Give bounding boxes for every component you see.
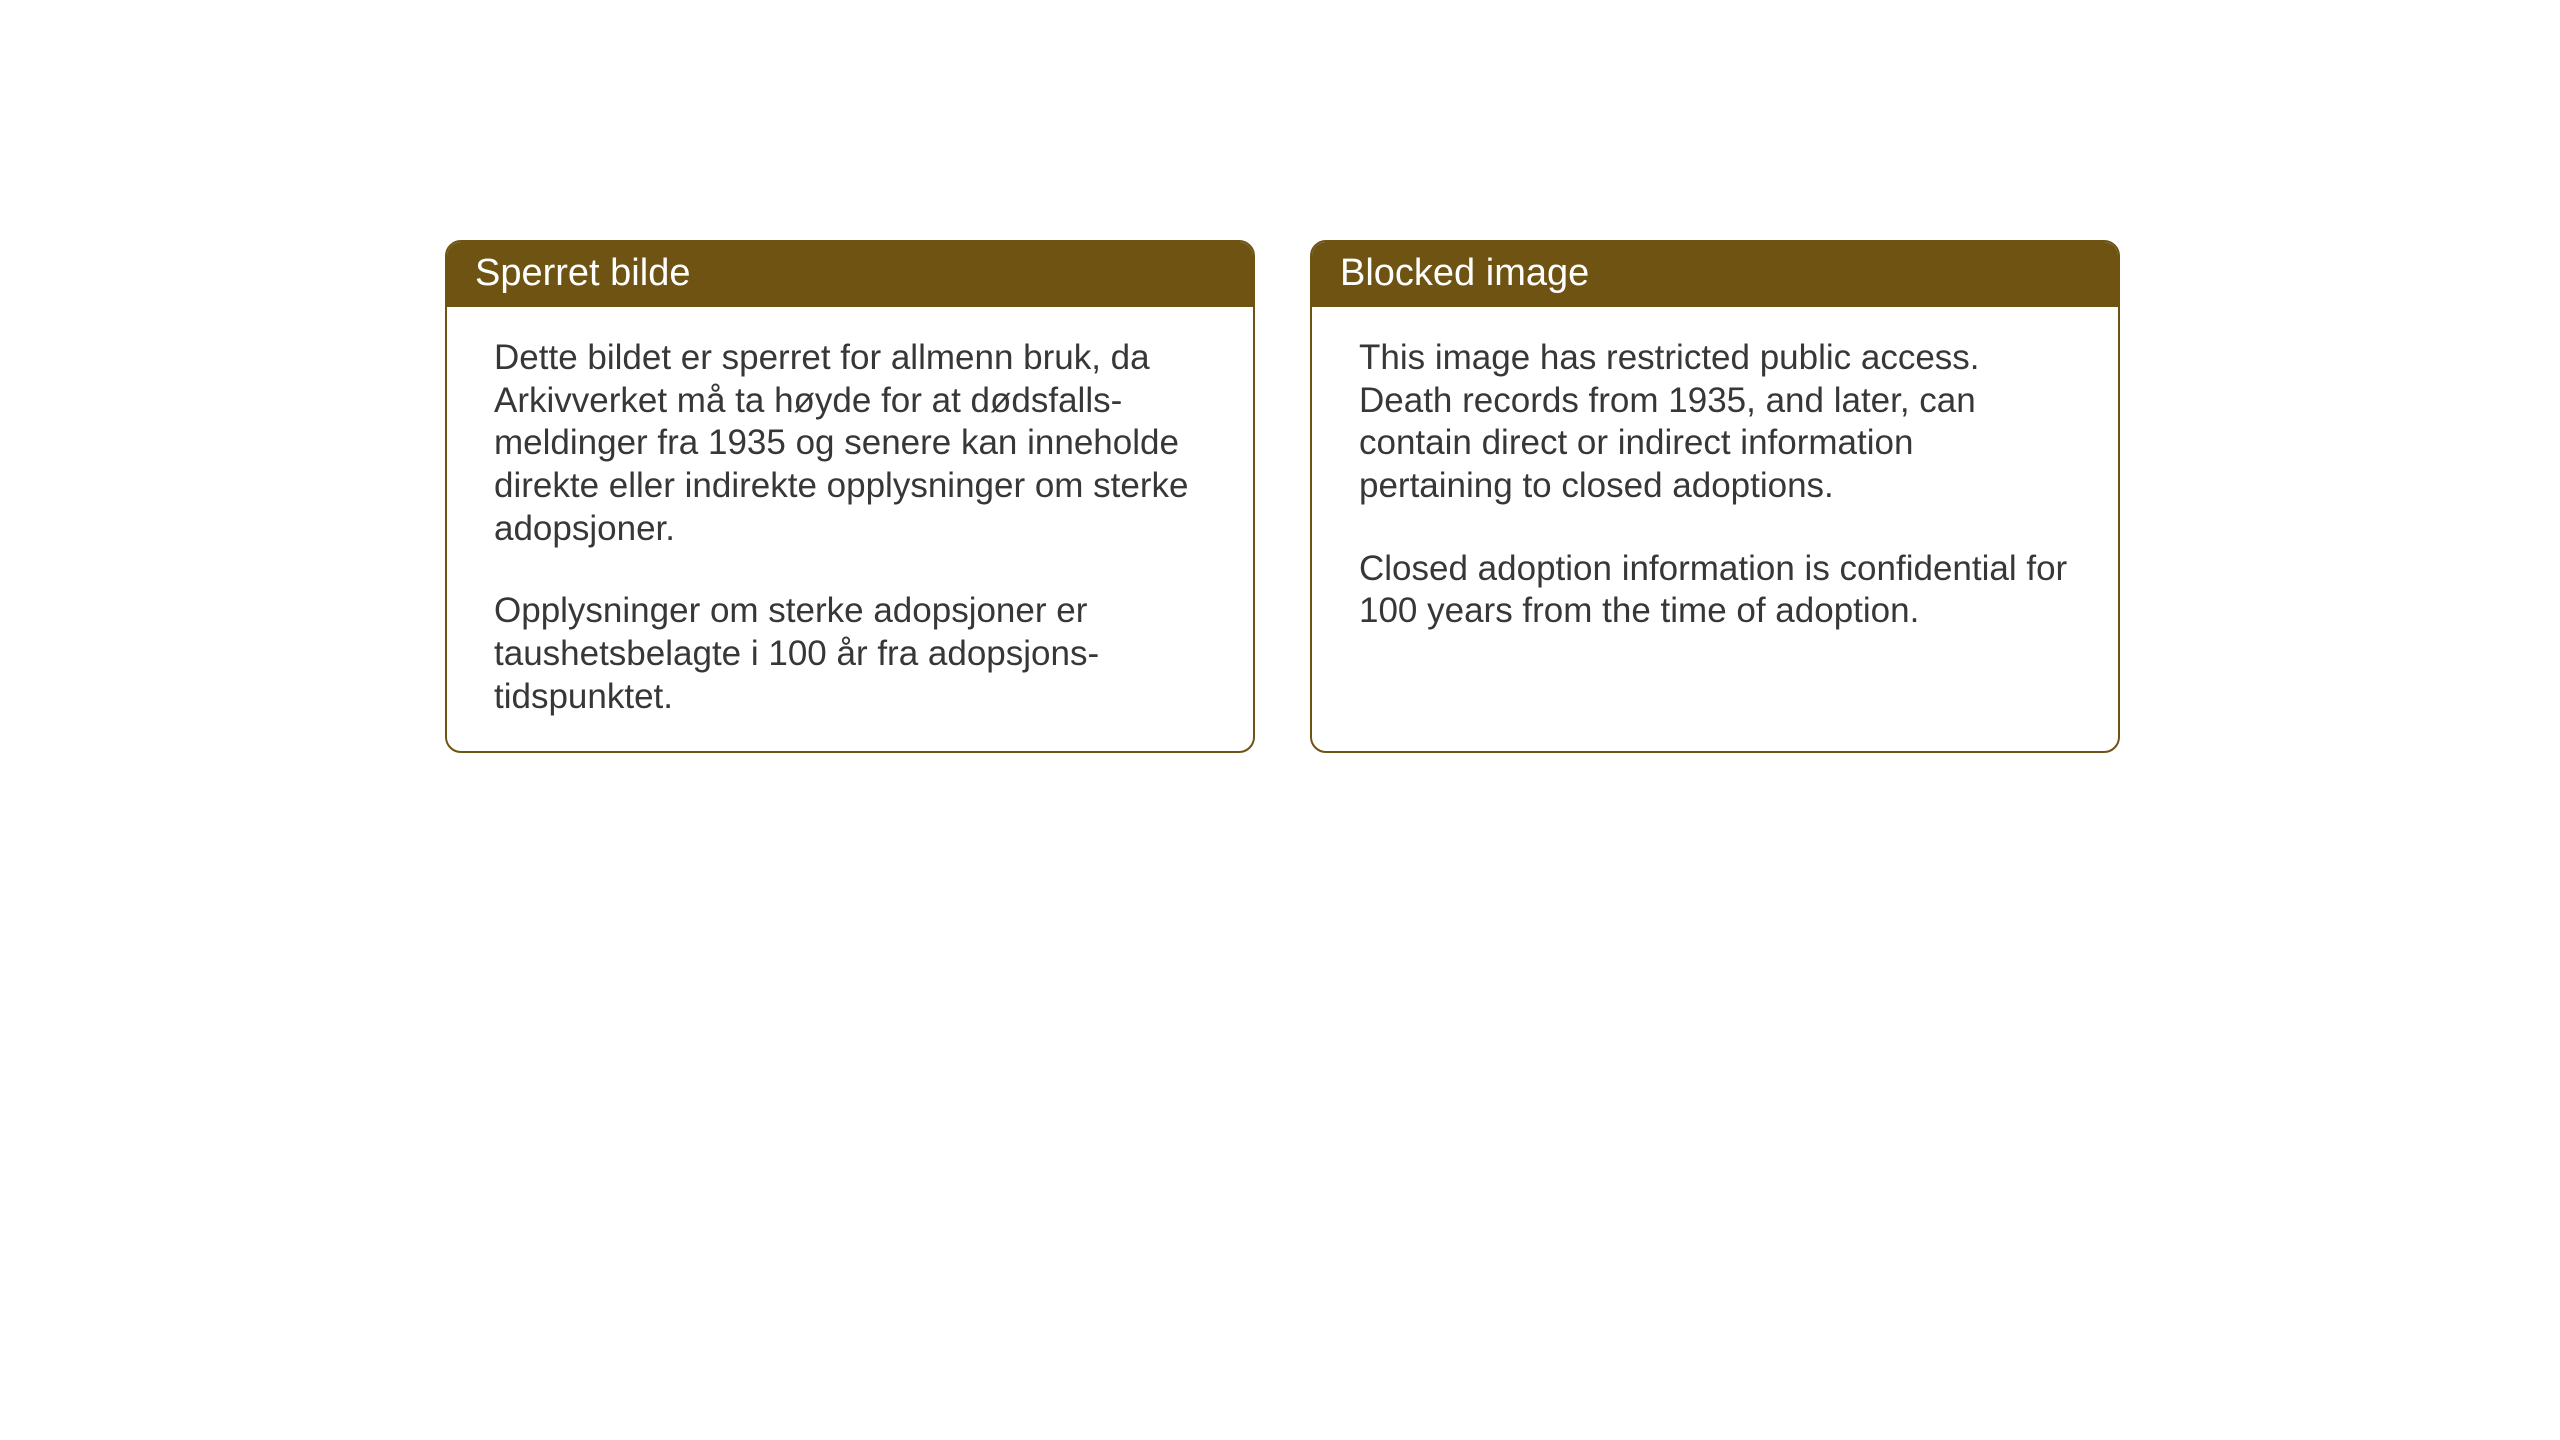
paragraph-2-norwegian: Opplysninger om sterke adopsjoner er tau… <box>494 590 1211 718</box>
card-header-norwegian: Sperret bilde <box>447 242 1253 307</box>
paragraph-2-english: Closed adoption information is confident… <box>1359 548 2076 633</box>
notice-card-norwegian: Sperret bilde Dette bildet er sperret fo… <box>445 240 1255 753</box>
card-body-norwegian: Dette bildet er sperret for allmenn bruk… <box>447 307 1253 753</box>
notice-cards-container: Sperret bilde Dette bildet er sperret fo… <box>445 240 2120 753</box>
paragraph-1-norwegian: Dette bildet er sperret for allmenn bruk… <box>494 337 1211 550</box>
paragraph-1-english: This image has restricted public access.… <box>1359 337 2076 508</box>
card-body-english: This image has restricted public access.… <box>1312 307 2118 673</box>
card-header-english: Blocked image <box>1312 242 2118 307</box>
card-title-english: Blocked image <box>1340 252 1589 294</box>
card-title-norwegian: Sperret bilde <box>475 252 690 294</box>
notice-card-english: Blocked image This image has restricted … <box>1310 240 2120 753</box>
